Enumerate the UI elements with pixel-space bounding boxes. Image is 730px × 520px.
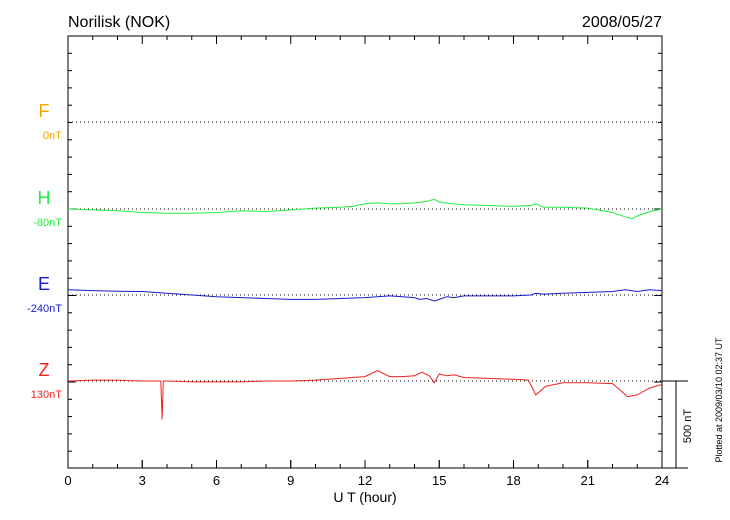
plotted-at-label: Plotted at 2009/03/10 02:37 UT	[714, 337, 724, 463]
x-tick-label: 6	[213, 473, 220, 488]
x-tick-labels: 0 3 6 9 12 15 18 21 24	[64, 473, 669, 488]
series-name-z: Z	[39, 360, 50, 380]
x-tick-label: 3	[139, 473, 146, 488]
tick-marks	[67, 35, 663, 468]
trace-h	[67, 198, 663, 220]
series-labels: F 0nT H -80nT E -240nT Z 130nT	[27, 101, 62, 401]
series-baseline-f: 0nT	[43, 130, 62, 142]
series-baseline-e: -240nT	[27, 303, 62, 315]
plot-frame	[67, 35, 663, 469]
x-tick-label: 12	[358, 473, 372, 488]
series-baseline-h: -80nT	[33, 217, 62, 229]
date-label: 2008/05/27	[582, 14, 662, 31]
x-tick-label: 15	[432, 473, 446, 488]
x-tick-label: 24	[655, 473, 669, 488]
series-name-e: E	[38, 274, 50, 294]
trace-z	[67, 370, 663, 420]
scale-bar-label: 500 nT	[682, 409, 694, 444]
x-tick-label: 0	[64, 473, 71, 488]
x-tick-label: 18	[506, 473, 520, 488]
station-title: Norilisk (NOK)	[68, 14, 170, 31]
series-name-f: F	[39, 101, 50, 121]
traces	[67, 198, 663, 420]
x-axis-label: U T (hour)	[333, 489, 396, 505]
series-baseline-z: 130nT	[31, 389, 62, 401]
series-name-h: H	[38, 188, 51, 208]
x-tick-label: 21	[581, 473, 595, 488]
baselines	[68, 121, 662, 468]
x-tick-label: 9	[287, 473, 294, 488]
trace-e	[67, 289, 663, 302]
